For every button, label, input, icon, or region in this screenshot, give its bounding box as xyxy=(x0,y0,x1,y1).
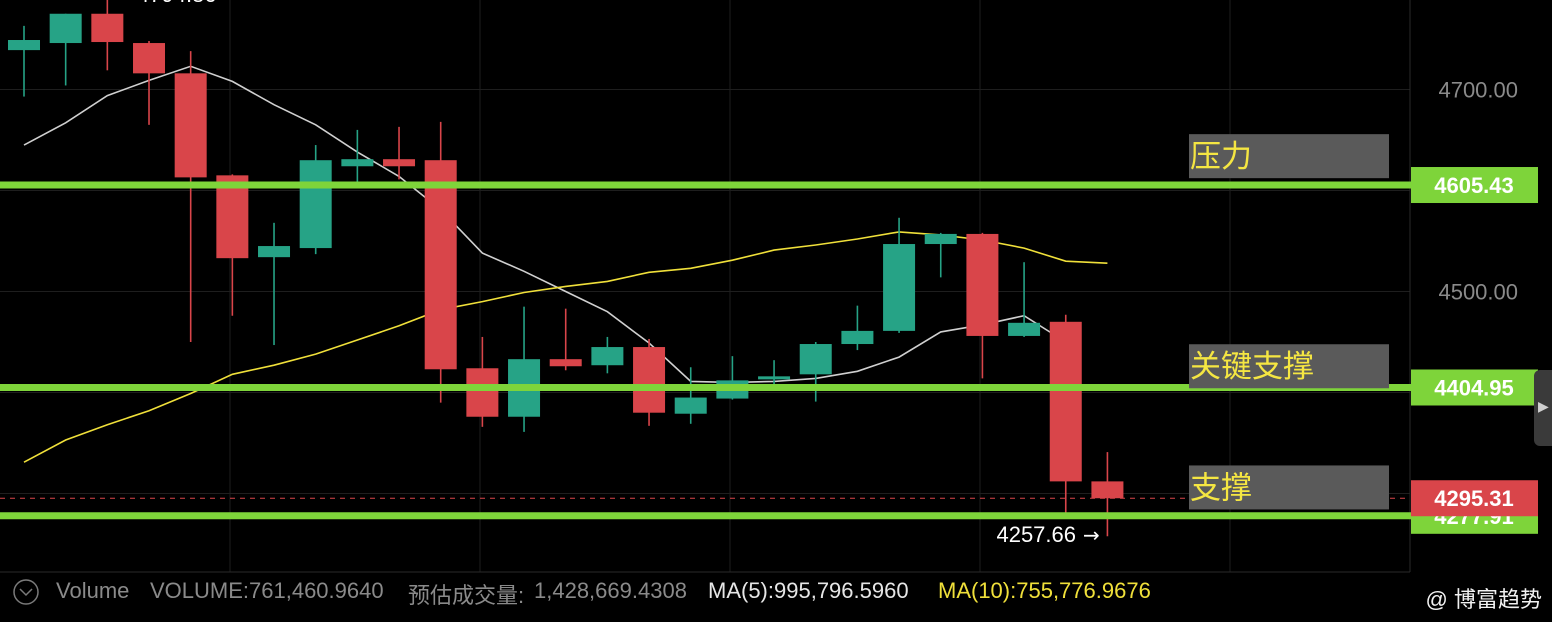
annotation-box xyxy=(1189,134,1389,179)
candle xyxy=(8,25,40,97)
candle xyxy=(383,126,416,180)
candles xyxy=(8,0,1124,537)
candle xyxy=(591,336,624,374)
candle-body xyxy=(133,43,166,74)
axis-tick-label: 4700.00 xyxy=(1438,78,1518,103)
level-price-label: 4404.95 xyxy=(1434,376,1514,401)
candle-body xyxy=(49,13,82,44)
candle xyxy=(758,360,791,386)
candle xyxy=(966,232,999,379)
candle xyxy=(424,121,457,403)
candle-body xyxy=(383,159,416,167)
level-price-label: 4605.43 xyxy=(1434,173,1514,198)
volume-ma5: MA(5):995,796.5960 xyxy=(708,578,909,603)
candle-body xyxy=(258,246,291,258)
candle-body xyxy=(674,397,707,414)
volume-ma10: MA(10):755,776.9676 xyxy=(938,578,1151,603)
low-price-marker: 4257.66 xyxy=(996,522,1076,547)
candle xyxy=(1091,452,1124,537)
annotation-label: 关键支撑 xyxy=(1190,349,1314,385)
candle xyxy=(49,13,82,86)
candle xyxy=(466,336,499,427)
candle xyxy=(716,356,749,400)
candle-body xyxy=(8,40,40,51)
price-markers: 4257.66 → ←4794.86 xyxy=(117,0,1100,547)
price-axis: 4700.004500.004277.914605.434404.954295.… xyxy=(1411,78,1538,534)
candle xyxy=(508,306,541,432)
candle-body xyxy=(1008,322,1041,336)
annotation-box xyxy=(1189,344,1389,389)
candle-body xyxy=(633,347,666,413)
chevron-right-icon: ▶ xyxy=(1538,398,1549,414)
candle xyxy=(133,41,166,125)
current-price-label: 4295.31 xyxy=(1434,486,1514,511)
candle xyxy=(633,338,666,426)
candle xyxy=(841,305,874,351)
estimated-volume-value: 1,428,669.4308 xyxy=(534,578,687,603)
candle-body xyxy=(299,160,332,249)
candle-body xyxy=(799,344,832,375)
candle-body xyxy=(758,376,791,380)
volume-label: Volume xyxy=(56,578,130,603)
candle xyxy=(883,217,916,333)
candle-body xyxy=(174,73,207,178)
candle-body xyxy=(1091,481,1124,499)
candle-body xyxy=(91,13,124,43)
candle xyxy=(674,367,707,424)
watermark-text: @ 博富趋势 xyxy=(1425,587,1542,612)
candle-body xyxy=(591,347,624,366)
axis-tick-label: 4500.00 xyxy=(1438,280,1518,305)
ma-line xyxy=(23,65,1067,384)
watermark: @ 博富趋势 xyxy=(1426,582,1542,614)
candle xyxy=(216,174,249,316)
candle-body xyxy=(424,160,457,370)
annotation-box xyxy=(1189,465,1389,510)
candle xyxy=(341,129,374,183)
candle xyxy=(549,308,582,371)
volume-value: VOLUME:761,460.9640 xyxy=(150,578,384,603)
candle xyxy=(299,145,332,255)
candle xyxy=(1049,314,1082,516)
estimated-volume-label: 预估成交量: xyxy=(408,583,525,608)
annotation-label: 压力 xyxy=(1190,139,1252,175)
candle-body xyxy=(466,368,499,417)
candle xyxy=(174,51,207,342)
candle-body xyxy=(924,233,957,245)
side-panel-handle[interactable]: ▶ xyxy=(1534,370,1552,446)
candle xyxy=(91,0,124,71)
candle-body xyxy=(341,159,374,167)
candle-body xyxy=(216,175,249,259)
candle xyxy=(1008,262,1041,337)
candle xyxy=(258,222,291,346)
chevron-down-icon[interactable] xyxy=(12,578,40,606)
arrow-left-icon: ← xyxy=(117,0,134,7)
candle-body xyxy=(966,233,999,336)
level-price-tag xyxy=(1411,167,1538,204)
arrow-right-icon: → xyxy=(1083,523,1100,547)
candle xyxy=(924,232,957,278)
current-price-tag xyxy=(1411,480,1538,517)
candle-body xyxy=(1049,321,1082,482)
level-price-tag xyxy=(1411,369,1538,406)
annotation-label: 支撑 xyxy=(1190,470,1252,506)
candle-body xyxy=(549,359,582,367)
candle xyxy=(799,342,832,402)
candle-body xyxy=(841,330,874,345)
high-price-marker: 4794.86 xyxy=(137,0,217,7)
candle-body xyxy=(883,244,916,331)
